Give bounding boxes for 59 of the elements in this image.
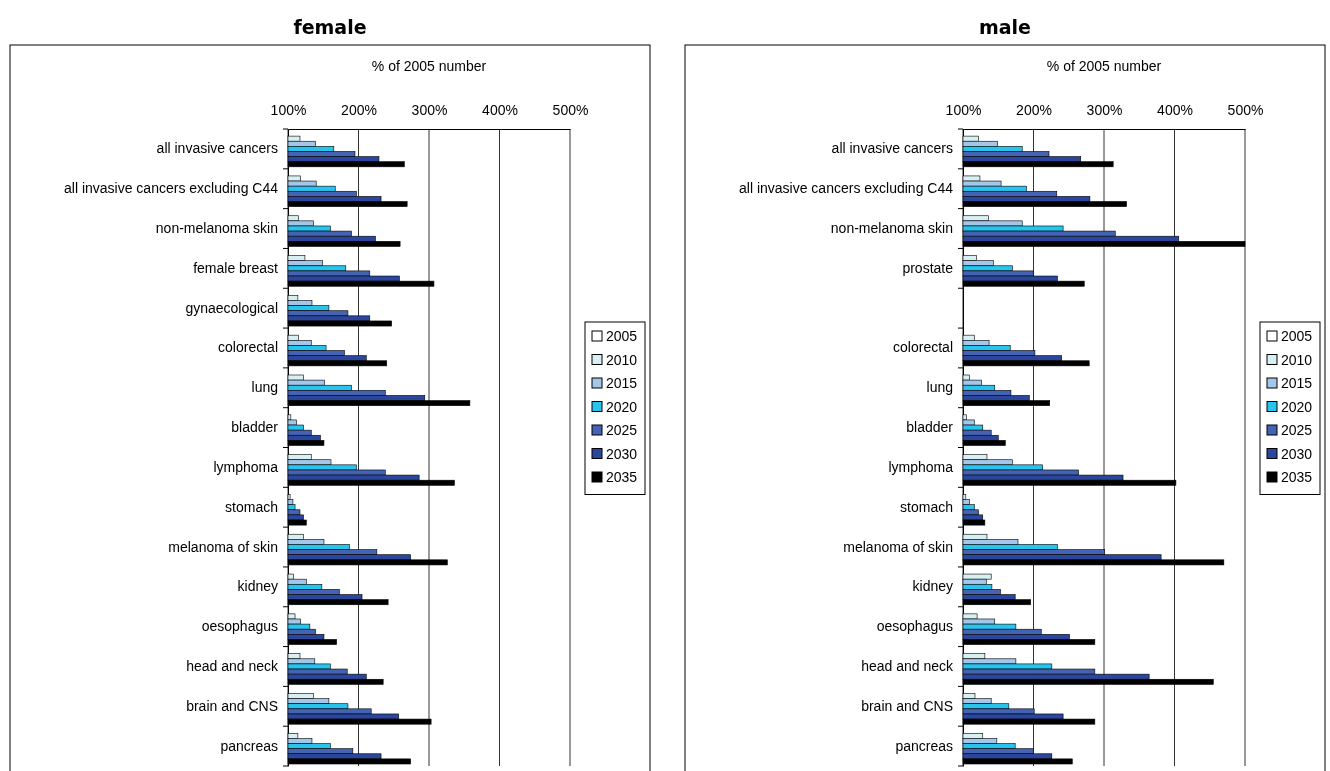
legend-label: 2010 [606, 351, 638, 368]
y-tick-label: oesophagus [876, 618, 953, 635]
y-tick-label: non-melanoma skin [830, 220, 953, 237]
x-tick-label: 400% [482, 102, 518, 118]
y-tick-label: pancreas [895, 737, 953, 754]
y-tick-label: head and neck [186, 657, 279, 674]
y-tick-label: kidney [237, 578, 278, 595]
y-tick-label: brain and CNS [861, 697, 953, 714]
legend-label: 2020 [1281, 398, 1313, 415]
legend-label: 2035 [1281, 469, 1313, 485]
x-tick-label: 100% [270, 102, 307, 118]
chart-title: male [978, 16, 1032, 38]
y-tick-label: colorectal [218, 339, 278, 356]
y-tick-label: pancreas [220, 737, 278, 754]
y-tick-label: gynaecological [185, 299, 278, 316]
legend-label: 2010 [1281, 351, 1313, 368]
y-tick-label: lung [251, 379, 278, 396]
y-tick-label: all invasive cancers [831, 140, 953, 157]
chart-title: female [293, 16, 367, 38]
y-tick-label: melanoma of skin [168, 538, 278, 555]
y-tick-label: stomach [225, 498, 278, 515]
x-tick-label: 500% [552, 102, 589, 118]
legend-label: 2025 [1281, 422, 1313, 438]
y-tick-label: all invasive cancers [156, 140, 278, 157]
x-tick-label: 100% [945, 102, 982, 118]
y-tick-label: stomach [900, 498, 953, 515]
legend-label: 2015 [1281, 375, 1313, 391]
x-tick-label: 300% [1086, 102, 1123, 118]
y-tick-label: all invasive cancers excluding C44 [739, 180, 954, 197]
legend-label: 2035 [606, 469, 638, 485]
x-axis-title: % of 2005 number [1046, 58, 1162, 74]
y-tick-label: head and neck [861, 657, 954, 674]
legend-label: 2005 [606, 328, 638, 344]
y-tick-label: female breast [193, 259, 279, 276]
legend-label: 2015 [606, 375, 638, 391]
x-tick-label: 200% [1016, 102, 1052, 118]
x-tick-label: 500% [1227, 102, 1264, 118]
legend-label: 2005 [1281, 328, 1313, 344]
x-axis-title: % of 2005 number [371, 58, 487, 74]
y-tick-label: prostate [902, 259, 954, 276]
y-tick-label: colorectal [893, 339, 953, 356]
y-tick-label: lymphoma [213, 458, 279, 475]
legend-label: 2030 [606, 445, 638, 462]
y-tick-label: brain and CNS [186, 697, 278, 714]
y-tick-label: kidney [912, 578, 953, 595]
x-tick-label: 300% [411, 102, 448, 118]
legend-label: 2025 [606, 422, 638, 438]
x-tick-label: 200% [341, 102, 377, 118]
y-tick-label: bladder [906, 419, 954, 436]
y-tick-label: all invasive cancers excluding C44 [64, 180, 279, 197]
legend-label: 2020 [606, 398, 638, 415]
y-tick-label: melanoma of skin [843, 538, 953, 555]
y-tick-label: lung [926, 379, 953, 396]
x-tick-label: 400% [1157, 102, 1193, 118]
y-tick-label: non-melanoma skin [155, 220, 278, 237]
legend-label: 2030 [1281, 445, 1313, 462]
y-tick-label: lymphoma [888, 458, 954, 475]
y-tick-label: oesophagus [201, 618, 278, 635]
y-tick-label: bladder [231, 419, 279, 436]
